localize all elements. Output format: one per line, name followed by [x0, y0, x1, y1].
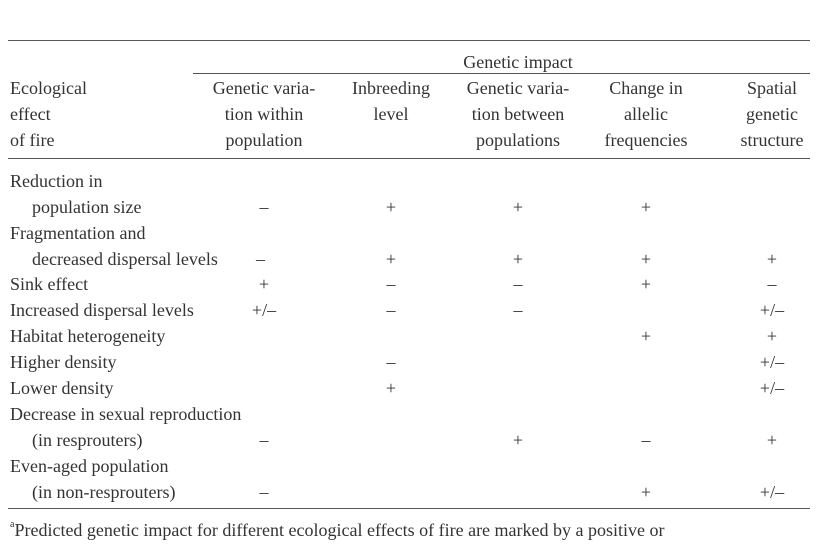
row-3-cell-3: – — [513, 274, 523, 294]
row-2-label-line-1: Fragmentation and — [10, 223, 146, 243]
row-1-label-line-1: Reduction in — [10, 171, 103, 191]
row-1-cell-4: + — [640, 197, 652, 217]
row-5-cell-5: + — [766, 326, 778, 346]
row-9-label-line-1: Even-aged population — [10, 456, 169, 476]
row-2-cell-1: – — [256, 249, 265, 269]
top-rule — [8, 40, 810, 41]
col-header-4-line-1: Change in — [609, 78, 683, 98]
row-7-label: Lower density — [10, 378, 114, 398]
col-header-1-line-1: Genetic varia- — [212, 78, 316, 98]
row-1-cell-1: – — [259, 197, 269, 217]
col-header-1-line-2: tion within — [224, 104, 304, 124]
row-6-cell-2: – — [386, 352, 396, 372]
row-5-label: Habitat heterogeneity — [10, 326, 166, 346]
row-6-cell-5: +/– — [759, 352, 785, 372]
col-header-3-line-2: tion between — [471, 104, 565, 124]
col-header-3-line-3: populations — [476, 130, 560, 150]
genetic-impact-underline — [193, 73, 810, 74]
row-8-cell-1: – — [259, 430, 269, 450]
row-1-cell-2: + — [385, 197, 397, 217]
row-1-label-line-2: population size — [32, 197, 142, 217]
row-9-cell-4: + — [640, 482, 652, 502]
row-2-cell-2: + — [385, 249, 397, 269]
col-header-3-line-1: Genetic varia- — [466, 78, 570, 98]
row-4-label: Increased dispersal levels — [10, 300, 194, 320]
row-5-cell-4: + — [640, 326, 652, 346]
row-header-line-3: of fire — [10, 130, 55, 150]
row-1-cell-3: + — [512, 197, 524, 217]
footnote-marker: a — [10, 519, 15, 530]
footnote-text: Predicted genetic impact for different e… — [14, 520, 665, 540]
col-header-5-line-3: structure — [740, 130, 804, 150]
row-header-line-2: effect — [10, 104, 51, 124]
row-8-cell-3: + — [512, 430, 524, 450]
row-9-label-line-2: (in non-resprouters) — [32, 482, 176, 502]
row-4-cell-3: – — [513, 300, 523, 320]
row-2-cell-5: + — [766, 249, 778, 269]
super-header: Genetic impact — [463, 52, 573, 72]
row-2-cell-3: + — [512, 249, 524, 269]
row-8-label-line-2: (in resprouters) — [32, 430, 143, 450]
row-2-label-line-2: decreased dispersal levels — [32, 249, 218, 269]
row-3-label: Sink effect — [10, 274, 89, 294]
table-bottom-rule — [8, 508, 810, 509]
row-4-cell-2: – — [386, 300, 396, 320]
row-6-label: Higher density — [10, 352, 117, 372]
row-2-cell-4: + — [640, 249, 652, 269]
col-header-2-line-1: Inbreeding — [352, 78, 430, 98]
col-header-4-line-3: frequencies — [604, 130, 688, 150]
row-4-cell-1: +/– — [251, 300, 277, 320]
row-8-cell-5: + — [766, 430, 778, 450]
row-8-cell-4: – — [641, 430, 651, 450]
row-7-cell-2: + — [385, 378, 397, 398]
col-header-1-line-3: population — [225, 130, 303, 150]
row-9-cell-1: – — [259, 482, 269, 502]
row-3-cell-5: – — [767, 274, 777, 294]
row-8-label-line-1: Decrease in sexual reproduction — [10, 404, 242, 424]
col-header-5-line-2: genetic — [746, 104, 798, 124]
col-header-5-line-1: Spatial — [747, 78, 797, 98]
row-header-line-1: Ecological — [10, 78, 87, 98]
col-header-2-line-2: level — [373, 104, 409, 124]
row-3-cell-2: – — [386, 274, 396, 294]
row-3-cell-1: + — [258, 274, 270, 294]
row-4-cell-5: +/– — [759, 300, 785, 320]
row-3-cell-4: + — [640, 274, 652, 294]
row-9-cell-5: +/– — [759, 482, 785, 502]
col-header-4-line-2: allelic — [624, 104, 668, 124]
row-7-cell-5: +/– — [759, 378, 785, 398]
footnote: aPredicted genetic impact for different … — [10, 520, 665, 541]
header-bottom-rule — [8, 158, 810, 159]
